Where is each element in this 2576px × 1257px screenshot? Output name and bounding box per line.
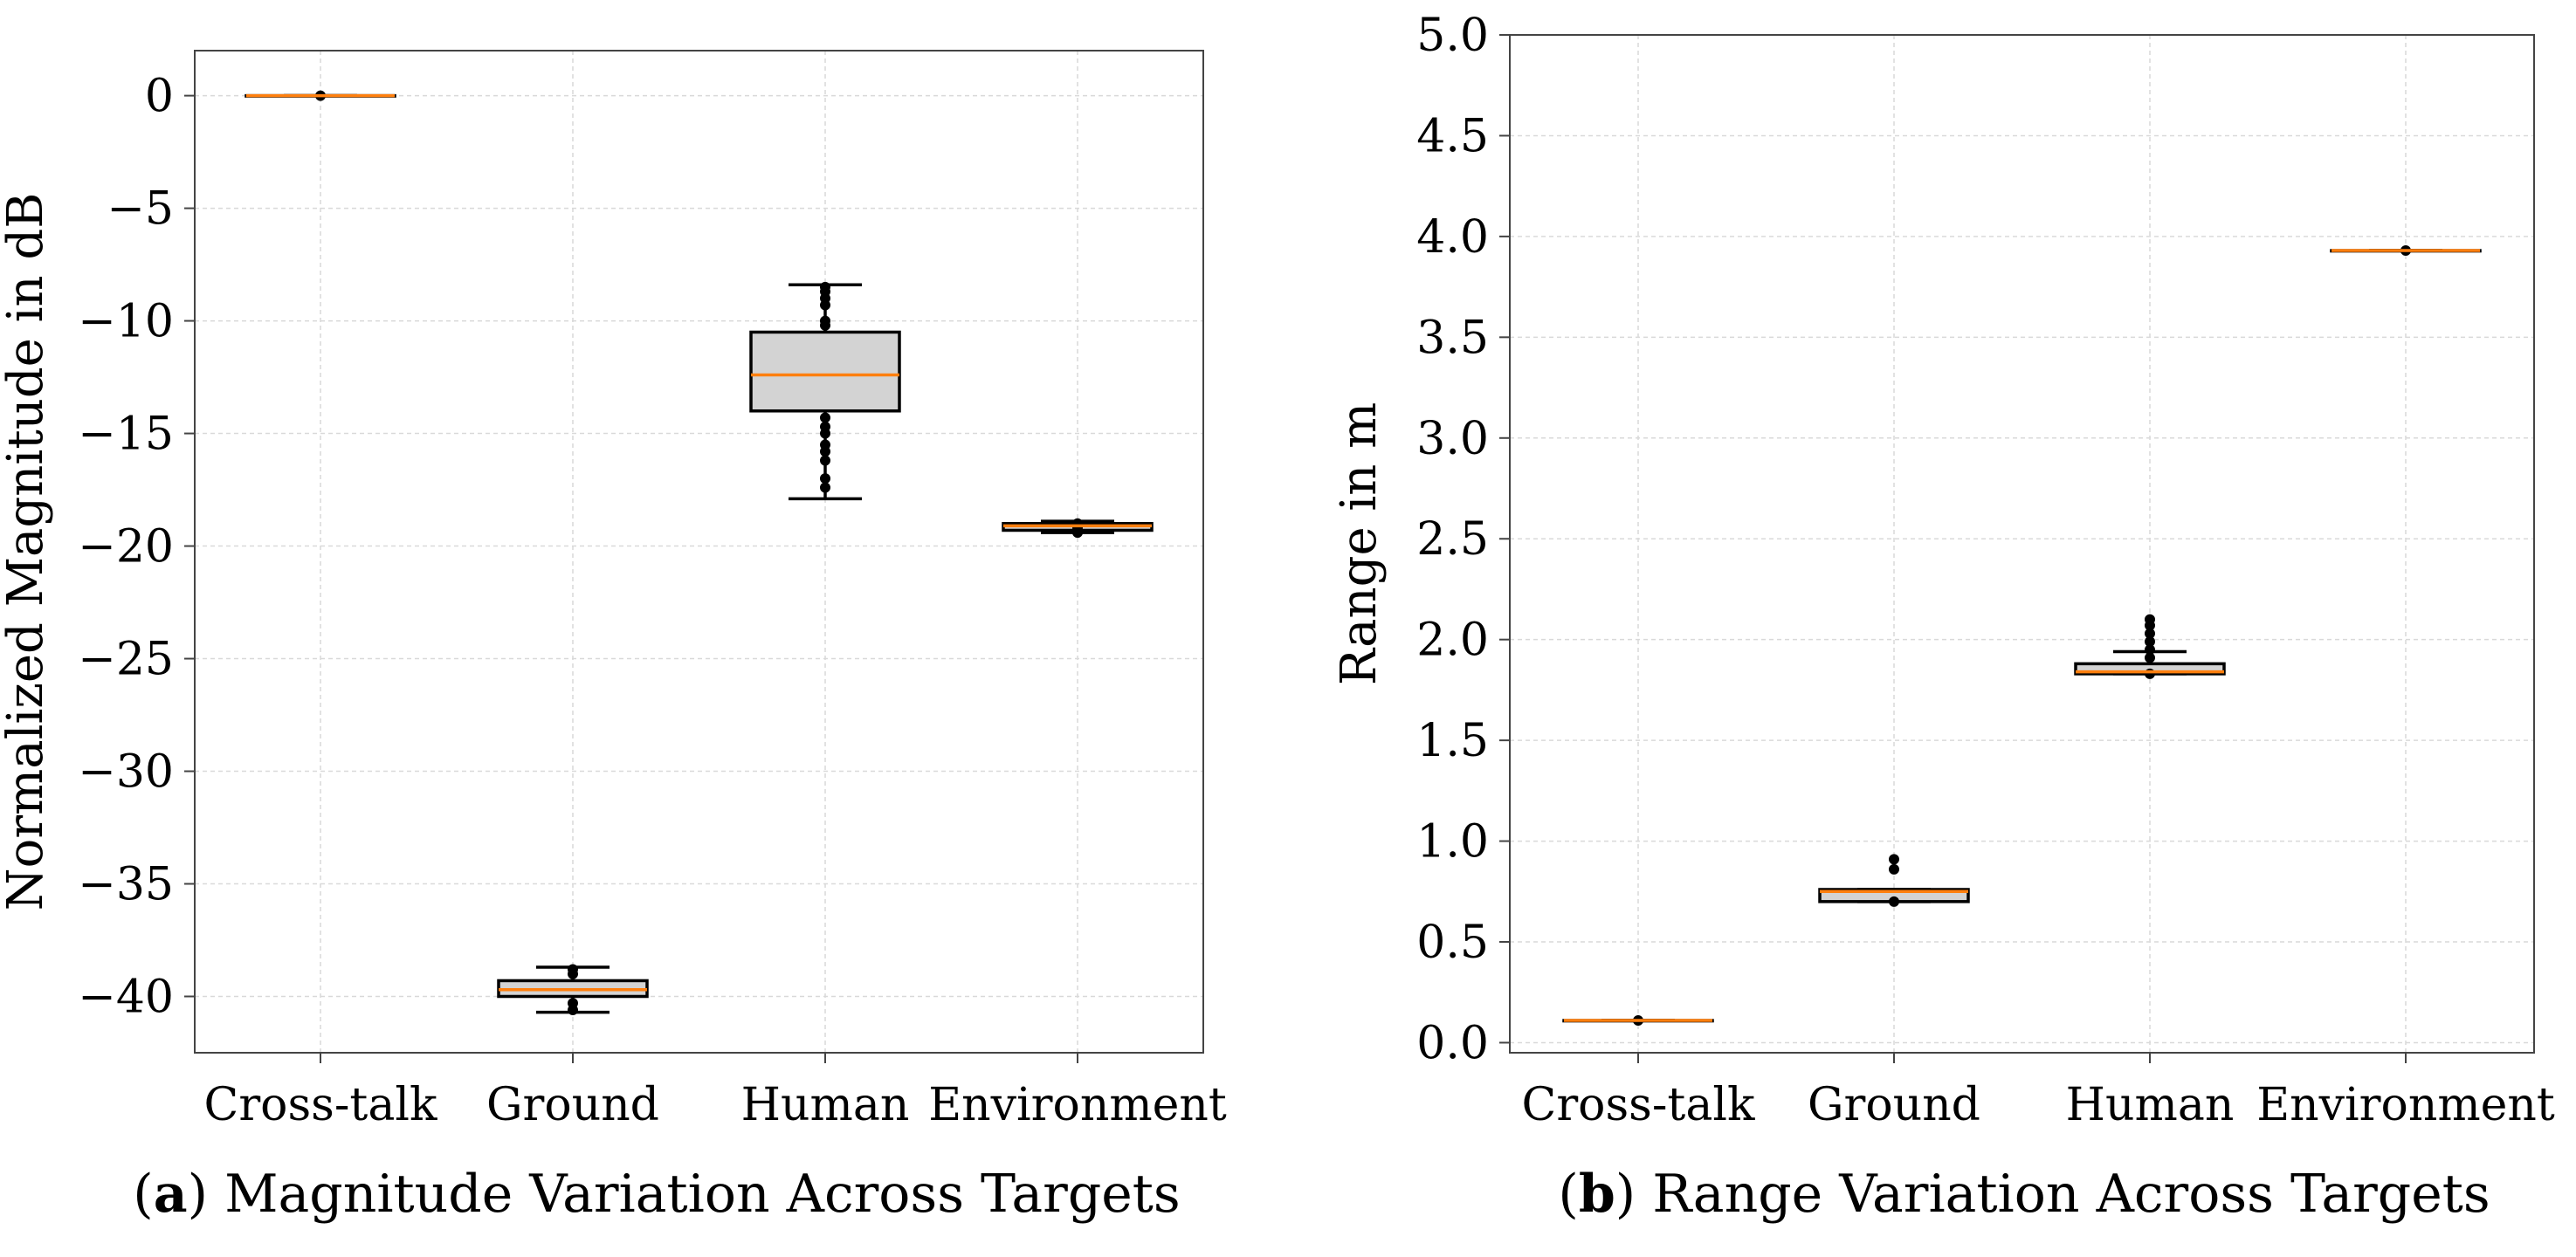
panel-range: 0.0 0.5 1.0 1.5 2.0 2.5 3.0 3.5 4.0 4.5 5.0 Cross-t… (1331, 10, 2555, 1225)
x-tick-label: Ground (1808, 1079, 1980, 1131)
box-ground (497, 964, 649, 1015)
caption-letter-b: b (1579, 1164, 1615, 1225)
flier-point (1889, 896, 1899, 907)
flier-point (1889, 863, 1899, 875)
x-tick-label: Human (2066, 1079, 2235, 1131)
y-tick-label: −5 (107, 183, 174, 236)
y-tick-label: 5.0 (1416, 10, 1489, 62)
flier-point (2145, 614, 2155, 625)
flier-point (568, 1004, 578, 1015)
flier-point (568, 968, 578, 979)
plot-area-range (1509, 34, 2535, 1054)
x-tick-label: Cross-talk (1522, 1079, 1755, 1131)
y-tick-label: 0.5 (1416, 917, 1489, 969)
box-ground (1818, 854, 1970, 907)
y-tick-label: 0.0 (1416, 1017, 1489, 1069)
box-cross-talk (1562, 1015, 1714, 1027)
flier-point (820, 473, 830, 484)
flier-point (820, 446, 830, 457)
x-tick-label: Environment (928, 1079, 1227, 1131)
flier-point (820, 428, 830, 439)
flier-point (820, 319, 830, 331)
flier-point (820, 482, 830, 493)
x-tick-label: Human (741, 1079, 910, 1131)
x-tick-label: Cross-talk (204, 1079, 437, 1131)
flier-point (1889, 854, 1899, 865)
y-tick-label: 3.0 (1416, 413, 1489, 465)
y-axis-label-magnitude: Normalized Magnitude in dB (0, 193, 54, 911)
caption-magnitude: (a) Magnitude Variation Across Targets (133, 1164, 1180, 1225)
box-human (2074, 614, 2226, 679)
x-tick-label: Ground (486, 1079, 659, 1131)
y-tick-label: 4.0 (1416, 211, 1489, 264)
y-tick-label: 2.0 (1416, 615, 1489, 667)
panel-magnitude: 0 −5 −10 −15 −20 −25 −30 −35 −40 Cross-talk Ground… (0, 50, 1227, 1225)
flier-point (820, 299, 830, 311)
caption-letter-a: a (154, 1164, 188, 1225)
flier-point (1072, 527, 1083, 539)
box-environment (2330, 245, 2482, 257)
y-tick-label: −20 (78, 521, 174, 574)
y-tick-label: −10 (78, 296, 174, 348)
box-environment (1002, 518, 1154, 539)
flier-point (820, 455, 830, 466)
y-tick-label: −35 (78, 859, 174, 911)
x-tick-label: Environment (2256, 1079, 2555, 1131)
y-tick-label: 2.5 (1416, 513, 1489, 566)
y-axis-label-range: Range in m (1331, 402, 1388, 686)
box-cross-talk (245, 90, 396, 101)
y-tick-label: 1.0 (1416, 816, 1489, 869)
caption-title-b: Range Variation Across Targets (1652, 1164, 2490, 1225)
flier-point (820, 412, 830, 423)
y-tick-label: −25 (78, 634, 174, 686)
y-tick-label: 0 (145, 71, 174, 123)
y-tick-label: −40 (78, 972, 174, 1024)
y-tick-label: −30 (78, 746, 174, 799)
plot-area-magnitude (194, 50, 1204, 1054)
y-tick-label: −15 (78, 409, 174, 461)
y-tick-label: 1.5 (1416, 715, 1489, 767)
box-body (749, 330, 901, 413)
caption-range: (b) Range Variation Across Targets (1558, 1164, 2490, 1225)
box-human (749, 281, 901, 501)
y-tick-label: 3.5 (1416, 312, 1489, 364)
y-tick-label: 4.5 (1416, 110, 1489, 162)
caption-title-a: Magnitude Variation Across Targets (224, 1164, 1181, 1225)
